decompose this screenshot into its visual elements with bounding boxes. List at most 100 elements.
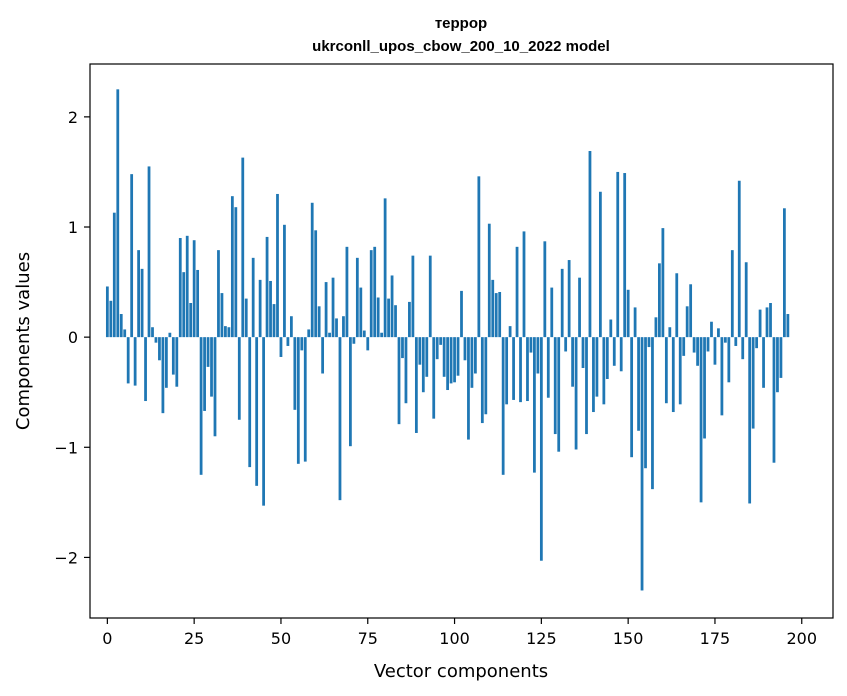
bar-113 [498,291,502,338]
bar-119 [519,337,522,403]
bar-174 [710,321,713,338]
bar-9 [137,250,140,338]
bar-89 [414,337,418,433]
bar-123 [533,337,536,473]
x-tick-label-200: 200 [786,629,817,648]
bar-175 [713,337,717,365]
bar-67 [338,337,342,501]
bar-15 [158,337,161,361]
x-tick-label-0: 0 [102,629,112,648]
bar-142 [598,191,602,338]
bar-10 [140,268,144,338]
bar-182 [737,180,741,338]
bar-186 [751,337,755,429]
x-axis-label: Vector components [374,661,548,682]
bar-105 [470,337,474,388]
bar-30 [210,337,213,397]
bar-122 [529,337,533,353]
bar-7 [130,174,134,338]
bar-16 [161,337,165,414]
bar-74 [362,330,366,338]
bar-28 [203,337,206,411]
bar-80 [383,198,387,338]
bar-60 [314,230,318,338]
bar-191 [769,303,772,338]
bar-153 [637,337,640,431]
bar-178 [723,337,727,343]
bar-19 [171,337,175,375]
bar-104 [467,337,470,440]
bar-0 [105,286,109,338]
bar-33 [220,293,224,338]
y-tick-label--1: −1 [54,438,78,457]
bar-114 [501,337,505,475]
bar-1 [109,300,113,338]
y-tick-label-1: 1 [68,218,78,237]
bar-179 [727,337,731,383]
bar-109 [484,337,488,415]
bar-165 [678,337,682,405]
chart-title: террор [435,15,487,32]
bar-124 [536,337,540,374]
bar-103 [463,337,467,361]
bar-144 [605,337,609,379]
y-axis-label: Components values [13,252,34,430]
bar-4 [119,314,123,338]
bar-86 [404,337,408,404]
bar-65 [331,277,335,338]
bar-52 [286,337,290,346]
bar-100 [453,337,456,383]
bar-58 [307,329,311,338]
bar-11 [144,337,147,402]
bar-59 [310,202,314,338]
bar-41 [248,337,252,468]
bar-160 [661,228,665,338]
bar-121 [526,337,529,402]
bar-164 [675,273,679,338]
bar-140 [592,337,595,413]
bar-96 [439,337,443,345]
bar-126 [543,241,547,338]
bar-185 [748,337,752,504]
bar-68 [342,316,345,338]
bar-77 [373,246,377,338]
bar-180 [730,250,734,338]
x-tick-label-25: 25 [184,629,204,648]
bar-108 [480,337,484,424]
bar-181 [734,337,738,346]
bar-145 [609,319,613,338]
bar-118 [515,246,519,338]
bar-116 [508,326,512,338]
bar-177 [720,337,724,416]
bar-31 [213,337,217,437]
bar-83 [394,305,397,338]
bar-168 [689,284,693,338]
bar-156 [647,337,651,348]
bar-12 [147,166,151,338]
bar-49 [276,193,279,338]
bar-98 [446,337,449,391]
bar-3 [116,89,120,338]
bar-173 [706,337,710,352]
bar-37 [234,207,238,338]
bar-101 [456,337,460,376]
bar-84 [397,337,401,425]
bar-193 [776,337,779,393]
bar-69 [345,246,349,338]
bar-194 [779,337,783,378]
bar-2 [112,212,116,338]
bar-146 [612,337,616,366]
bar-158 [654,317,658,338]
bar-149 [623,173,627,338]
bar-62 [321,337,325,374]
bar-94 [432,337,436,419]
bar-57 [303,337,307,462]
bar-106 [474,337,477,374]
x-tick-label-175: 175 [700,629,731,648]
bar-131 [560,268,564,338]
bar-40 [244,298,248,338]
bar-128 [550,287,554,338]
bar-24 [189,303,193,338]
bar-93 [428,255,432,338]
